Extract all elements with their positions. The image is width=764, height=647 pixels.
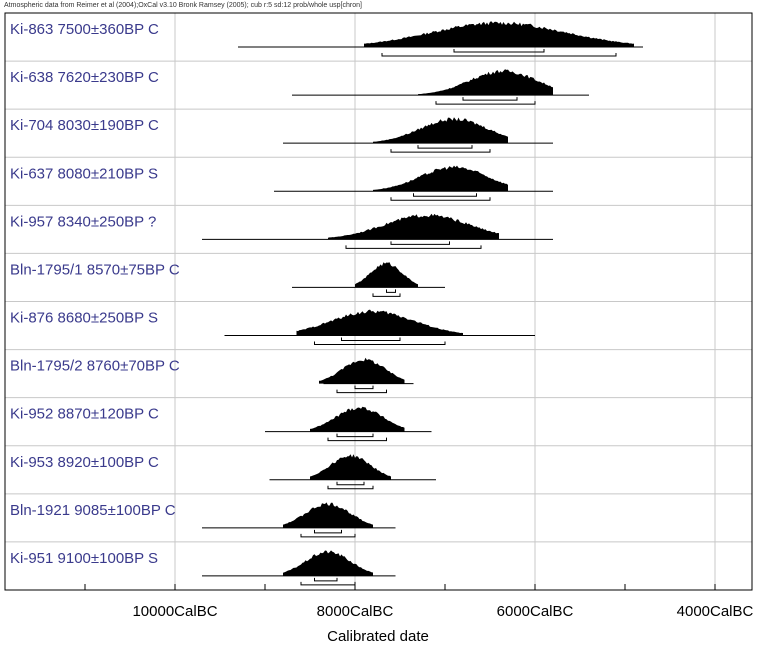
sample-row-10: Bln-1921 9085±100BP C — [5, 493, 752, 538]
hpd-68-bracket — [341, 337, 401, 341]
hpd-95-bracket — [390, 197, 491, 201]
hpd-95-bracket — [435, 101, 536, 105]
sample-label: Bln-1795/1 8570±75BP C — [10, 261, 180, 278]
hpd-68-bracket — [453, 49, 545, 53]
hpd-95-bracket — [381, 53, 617, 57]
sample-label: Ki-953 8920±100BP C — [10, 454, 159, 471]
hpd-68-bracket — [386, 289, 396, 293]
sample-label: Bln-1795/2 8760±70BP C — [10, 358, 180, 375]
sample-row-11: Ki-951 9100±100BP S — [5, 541, 752, 586]
sample-row-9: Ki-953 8920±100BP C — [5, 445, 752, 490]
hpd-95-bracket — [327, 485, 374, 490]
hpd-95-bracket — [300, 533, 356, 538]
x-tick-label-2: 6000CalBC — [497, 603, 574, 620]
hpd-95-bracket — [314, 341, 446, 345]
hpd-95-bracket — [390, 149, 491, 153]
probability-distribution — [418, 69, 553, 96]
sample-row-8: Ki-952 8870±120BP C — [5, 397, 752, 442]
probability-distribution — [328, 213, 499, 240]
plot-frame — [4, 12, 753, 591]
probability-distribution — [283, 550, 373, 576]
probability-distribution — [310, 406, 405, 432]
chart-header-note: Atmospheric data from Reimer et al (2004… — [4, 2, 362, 9]
sample-label: Ki-638 7620±230BP C — [10, 69, 159, 86]
hpd-68-bracket — [390, 241, 450, 245]
hpd-68-bracket — [336, 433, 374, 438]
sample-row-2: Ki-704 8030±190BP C — [5, 108, 752, 153]
probability-distribution — [373, 165, 508, 192]
hpd-95-bracket — [372, 293, 401, 297]
probability-distribution — [310, 454, 391, 480]
hpd-95-bracket — [345, 245, 482, 249]
sample-label: Ki-863 7500±360BP C — [10, 21, 159, 38]
sample-label: Ki-951 9100±100BP S — [10, 550, 158, 567]
probability-distribution — [319, 357, 405, 384]
sample-label: Ki-637 8080±210BP S — [10, 165, 158, 182]
probability-distribution — [355, 262, 418, 288]
probability-distribution — [296, 309, 463, 336]
probability-distribution — [373, 117, 508, 144]
hpd-68-bracket — [336, 481, 365, 486]
sample-label: Ki-952 8870±120BP C — [10, 406, 159, 423]
hpd-68-bracket — [417, 145, 473, 149]
sample-row-4: Ki-957 8340±250BP ? — [5, 204, 752, 249]
x-axis: 10000CalBC 8000CalBC 6000CalBC 4000CalBC — [84, 584, 754, 620]
x-tick-label-0: 10000CalBC — [132, 603, 217, 620]
sample-row-0: Ki-863 7500±360BP C — [10, 21, 643, 57]
sample-row-7: Bln-1795/2 8760±70BP C — [5, 349, 752, 394]
x-tick-label-1: 8000CalBC — [317, 603, 394, 620]
sample-label: Ki-876 8680±250BP S — [10, 310, 158, 327]
sample-row-3: Ki-637 8080±210BP S — [5, 156, 752, 201]
probability-distribution — [364, 21, 634, 47]
hpd-68-bracket — [314, 577, 338, 582]
hpd-95-bracket — [336, 389, 387, 394]
x-axis-title: Calibrated date — [327, 628, 429, 645]
hpd-68-bracket — [413, 193, 477, 197]
hpd-68-bracket — [462, 97, 518, 101]
x-tick-label-3: 4000CalBC — [677, 603, 754, 620]
sample-row-1: Ki-638 7620±230BP C — [5, 60, 752, 105]
sample-label: Ki-704 8030±190BP C — [10, 117, 159, 134]
sample-label: Ki-957 8340±250BP ? — [10, 213, 156, 230]
hpd-95-bracket — [300, 581, 356, 586]
sample-label: Bln-1921 9085±100BP C — [10, 502, 176, 519]
sample-row-5: Bln-1795/1 8570±75BP C — [5, 252, 752, 297]
hpd-95-bracket — [327, 437, 387, 442]
hpd-68-bracket — [354, 385, 374, 390]
probability-distribution — [283, 502, 373, 528]
sample-rows: Ki-863 7500±360BP C Ki-638 7620±230BP C Ki… — [5, 21, 752, 586]
sample-row-6: Ki-876 8680±250BP S — [5, 301, 752, 345]
hpd-68-bracket — [314, 529, 342, 534]
